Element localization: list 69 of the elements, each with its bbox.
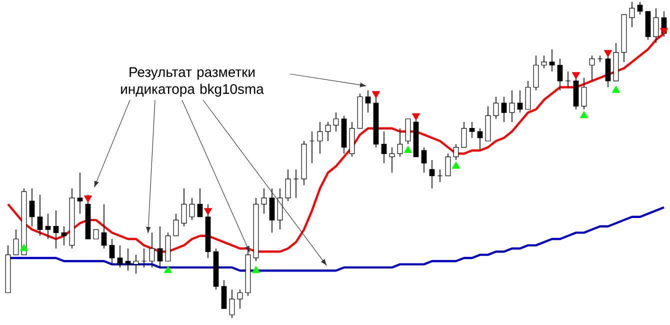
- candlestick: [589, 55, 595, 82]
- candlestick: [637, 1, 643, 15]
- candlestick: [525, 80, 531, 110]
- annotation: Результат разметки индикатора bkg10sma: [121, 67, 264, 97]
- point: [580, 111, 588, 118]
- candlestick: [37, 194, 43, 236]
- candlestick: [45, 213, 51, 240]
- candlestick: [365, 90, 371, 113]
- candlestick: [557, 58, 563, 91]
- candlestick: [493, 96, 499, 120]
- candlestick: [53, 210, 59, 249]
- point: [252, 266, 260, 274]
- candlestick: [93, 229, 99, 240]
- candlestick: [397, 128, 403, 158]
- candlestick: [581, 77, 587, 110]
- candlestick: [141, 248, 147, 268]
- candlestick: [533, 55, 539, 91]
- point: [572, 72, 580, 80]
- point: [84, 195, 92, 203]
- candlestick: [477, 128, 483, 151]
- candlestick: [173, 213, 179, 236]
- candlestick: [77, 172, 83, 214]
- candlestick: [629, 1, 635, 28]
- candlestick: [469, 122, 475, 138]
- candlestick: [221, 280, 227, 309]
- candlestick: [269, 188, 275, 234]
- candlestick: [421, 146, 427, 174]
- candlestick: [597, 55, 603, 62]
- candlestick: [197, 188, 203, 218]
- point: [404, 146, 412, 153]
- candlestick: [285, 169, 291, 202]
- candlestick: [189, 198, 195, 220]
- candlestick: [101, 204, 107, 249]
- candlestick: [453, 144, 459, 160]
- candlestick: [261, 188, 267, 214]
- candlestick: [381, 131, 387, 164]
- candlestick: [293, 169, 299, 198]
- candlestick: [237, 289, 243, 309]
- point: [20, 244, 28, 251]
- candlestick: [13, 229, 19, 256]
- point: [164, 266, 172, 274]
- point: [412, 113, 420, 120]
- candlestick: [565, 71, 571, 88]
- candlestick: [501, 96, 507, 122]
- point: [372, 91, 380, 98]
- point: [452, 162, 460, 169]
- candlestick: [405, 118, 411, 145]
- candlestick: [437, 169, 443, 182]
- candlestick: [541, 55, 547, 69]
- candlestick: [181, 188, 187, 227]
- candlestick: [117, 244, 123, 268]
- candlestick: [325, 122, 331, 142]
- candlestick: [333, 112, 339, 132]
- point: [660, 28, 668, 36]
- candlestick: [149, 232, 155, 268]
- candlestick: [549, 48, 555, 72]
- candlestick: [509, 90, 515, 122]
- candlestick: [517, 90, 523, 113]
- candlestick: [29, 188, 35, 227]
- candlestick: [157, 226, 163, 268]
- candlestick: [429, 160, 435, 189]
- candlestick: [653, 8, 659, 44]
- candlestick: [445, 153, 451, 176]
- candlestick: [317, 122, 323, 154]
- candlestick: [109, 238, 115, 265]
- candlestick: [229, 289, 235, 318]
- candlestick: [461, 122, 467, 148]
- candlestick: [309, 131, 315, 164]
- point: [604, 50, 612, 58]
